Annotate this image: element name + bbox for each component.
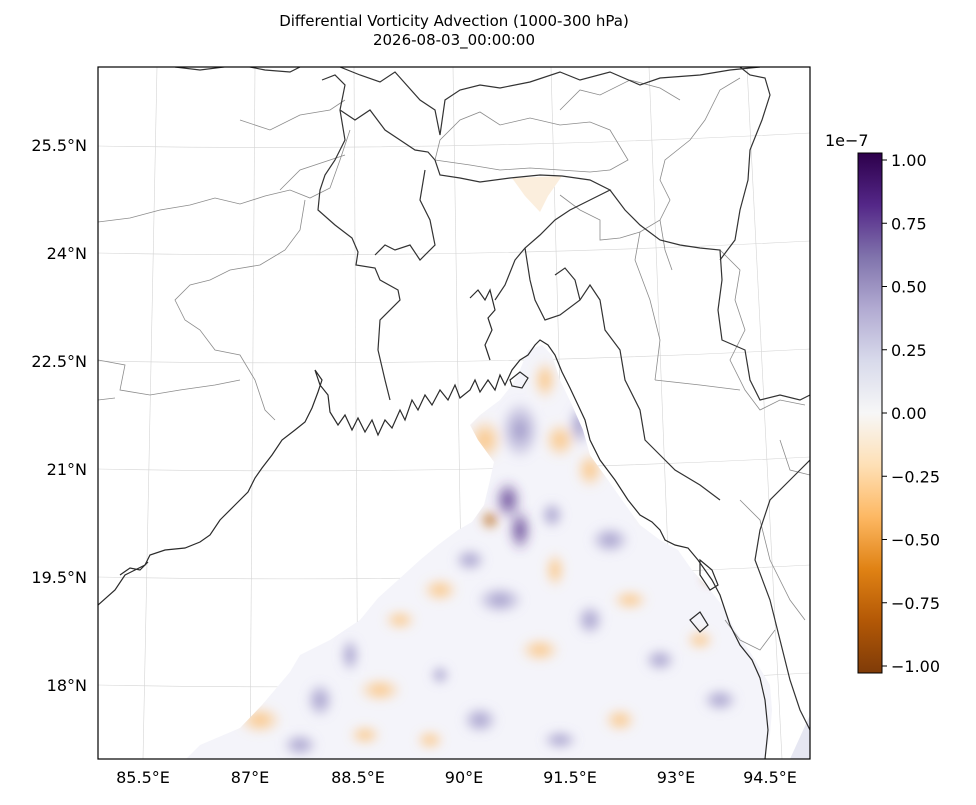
map-frame bbox=[97, 66, 811, 760]
colorbar-tick-label: 0.50 bbox=[891, 278, 927, 297]
country-borders bbox=[174, 67, 810, 731]
lat-tick-label: 25.5°N bbox=[31, 136, 87, 155]
coastline bbox=[98, 288, 769, 759]
colorbar-tick-label: 0.75 bbox=[891, 214, 927, 233]
colorbar-tick-label: 0.00 bbox=[891, 404, 927, 423]
lat-tick-label: 24°N bbox=[47, 244, 87, 263]
map-title: Differential Vorticity Advection (1000-3… bbox=[98, 12, 810, 50]
colorbar-tick-label: 0.25 bbox=[891, 341, 927, 360]
colorbar-exponent-label: 1e−7 bbox=[825, 131, 869, 150]
lat-tick-label: 18°N bbox=[47, 676, 87, 695]
colorbar-gradient bbox=[857, 152, 883, 674]
colorbar-tick-label: −0.25 bbox=[891, 467, 940, 486]
lat-tick-label: 21°N bbox=[47, 460, 87, 479]
lon-tick-labels: 85.5°E 87°E 88.5°E 90°E 91.5°E 93°E 94.5… bbox=[116, 768, 797, 787]
lon-tick-label: 85.5°E bbox=[116, 768, 170, 787]
colorbar-tick-label: −1.00 bbox=[891, 657, 940, 676]
lon-tick-label: 94.5°E bbox=[743, 768, 797, 787]
corner-field-patch bbox=[790, 715, 810, 759]
lat-tick-label: 22.5°N bbox=[31, 352, 87, 371]
colorbar-tick-label: −0.75 bbox=[891, 594, 940, 613]
lon-tick-label: 87°E bbox=[231, 768, 269, 787]
lon-tick-label: 90°E bbox=[445, 768, 483, 787]
lon-tick-label: 93°E bbox=[657, 768, 695, 787]
colorbar-ticks: 1.00 0.75 0.50 0.25 0.00 −0.25 −0.50 −0.75 −1.00 bbox=[882, 151, 940, 676]
map-title-line1: Differential Vorticity Advection (1000-3… bbox=[279, 12, 629, 30]
colorbar: 1e−7 1.00 0.75 0.50 0.25 0.00 −0.25 −0.50 −0.75… bbox=[825, 131, 940, 676]
map-title-line2: 2026-08-03_00:00:00 bbox=[372, 31, 536, 49]
lon-tick-label: 88.5°E bbox=[331, 768, 385, 787]
lat-tick-labels: 25.5°N 24°N 22.5°N 21°N 19.5°N 18°N bbox=[31, 136, 87, 695]
inland-field-patch bbox=[512, 176, 562, 212]
colorbar-tick-label: 1.00 bbox=[891, 151, 927, 170]
lat-tick-label: 19.5°N bbox=[31, 568, 87, 587]
colorbar-tick-label: −0.50 bbox=[891, 531, 940, 550]
lon-tick-label: 91.5°E bbox=[543, 768, 597, 787]
state-borders bbox=[98, 77, 810, 651]
